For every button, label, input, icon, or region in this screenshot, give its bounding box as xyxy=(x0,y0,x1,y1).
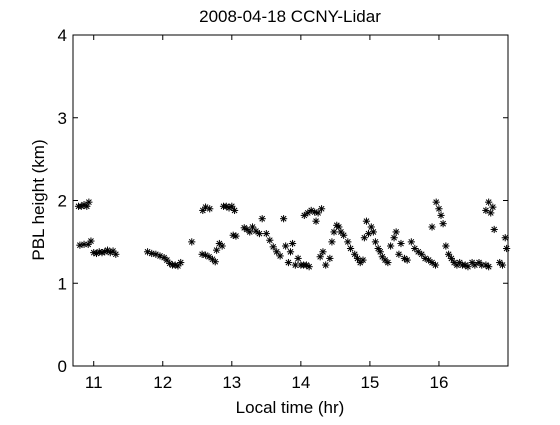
data-point xyxy=(213,246,221,254)
data-point xyxy=(177,258,185,267)
data-point xyxy=(498,261,507,269)
data-point xyxy=(258,215,266,223)
data-point xyxy=(432,198,440,206)
data-point xyxy=(206,205,214,213)
data-point xyxy=(414,248,422,256)
data-point xyxy=(359,256,367,264)
data-point xyxy=(294,254,302,263)
data-point xyxy=(395,250,403,258)
data-point xyxy=(316,253,324,261)
x-tick-label: 12 xyxy=(153,373,172,392)
y-tick-label: 4 xyxy=(58,26,67,45)
data-point xyxy=(344,238,352,246)
x-axis-title: Local time (hr) xyxy=(236,398,345,417)
data-point xyxy=(503,244,511,253)
chart-title: 2008-04-18 CCNY-Lidar xyxy=(199,7,381,26)
data-point xyxy=(387,242,395,250)
data-point xyxy=(211,258,219,266)
x-tick-label: 13 xyxy=(222,373,241,392)
data-point xyxy=(487,209,495,217)
data-point xyxy=(397,239,405,248)
data-point xyxy=(478,261,486,269)
data-point xyxy=(485,263,493,271)
data-point xyxy=(353,254,362,263)
data-point xyxy=(330,228,338,236)
data-point xyxy=(326,254,334,263)
data-point xyxy=(80,240,88,248)
y-axis-title: PBL height (km) xyxy=(29,139,48,260)
data-point xyxy=(447,254,455,263)
data-point xyxy=(328,238,336,246)
data-point xyxy=(262,230,270,238)
data-point xyxy=(442,242,450,250)
data-point xyxy=(232,232,240,240)
data-point xyxy=(322,261,330,269)
data-point xyxy=(304,209,312,217)
data-point xyxy=(314,209,322,217)
y-tick-label: 2 xyxy=(58,192,67,211)
data-point xyxy=(362,217,371,225)
data-point xyxy=(407,238,415,246)
data-point xyxy=(286,248,295,256)
y-tick-label: 3 xyxy=(58,109,67,128)
x-tick-label: 15 xyxy=(360,373,379,392)
data-point xyxy=(230,206,239,215)
data-point xyxy=(228,202,236,210)
data-point xyxy=(276,252,284,260)
data-point xyxy=(282,242,290,250)
data-point xyxy=(471,261,479,269)
x-tick-label: 11 xyxy=(85,373,103,392)
data-point xyxy=(437,211,445,219)
data-point xyxy=(255,230,264,238)
data-point xyxy=(501,234,509,242)
data-point xyxy=(288,239,297,248)
data-point xyxy=(269,243,277,251)
y-axis: 0 1 2 3 4 xyxy=(58,26,508,376)
data-point xyxy=(490,225,498,234)
data-point xyxy=(319,248,327,256)
x-tick-label: 14 xyxy=(291,373,310,392)
data-markers xyxy=(74,198,511,271)
data-point xyxy=(428,223,436,231)
data-point xyxy=(431,261,440,269)
x-tick-label: 16 xyxy=(429,373,448,392)
data-point xyxy=(445,250,453,258)
data-point xyxy=(317,205,326,213)
y-tick-label: 1 xyxy=(58,274,67,293)
data-point xyxy=(435,205,443,213)
data-point xyxy=(300,211,308,219)
data-point xyxy=(369,228,377,236)
data-point xyxy=(112,250,120,258)
data-point xyxy=(188,238,196,246)
data-point xyxy=(351,250,359,258)
data-point xyxy=(85,198,93,206)
data-point xyxy=(87,237,95,245)
data-point xyxy=(340,231,348,239)
data-point xyxy=(482,206,490,215)
data-point xyxy=(439,220,447,228)
data-point xyxy=(279,215,288,223)
x-axis: 11 12 13 14 15 16 xyxy=(85,35,448,392)
data-point xyxy=(312,217,320,225)
data-point xyxy=(266,236,274,244)
data-point xyxy=(392,228,400,236)
data-point xyxy=(384,258,392,267)
data-point xyxy=(489,203,497,211)
data-point xyxy=(485,198,493,206)
data-point xyxy=(346,244,355,253)
data-point xyxy=(371,238,380,246)
data-point xyxy=(390,234,398,242)
data-point xyxy=(284,258,293,267)
y-tick-label: 0 xyxy=(58,357,67,376)
data-point xyxy=(403,256,411,264)
data-point xyxy=(246,228,254,236)
data-point xyxy=(418,250,426,258)
data-point xyxy=(218,242,226,250)
data-point xyxy=(305,263,313,271)
plot-area xyxy=(72,34,509,367)
